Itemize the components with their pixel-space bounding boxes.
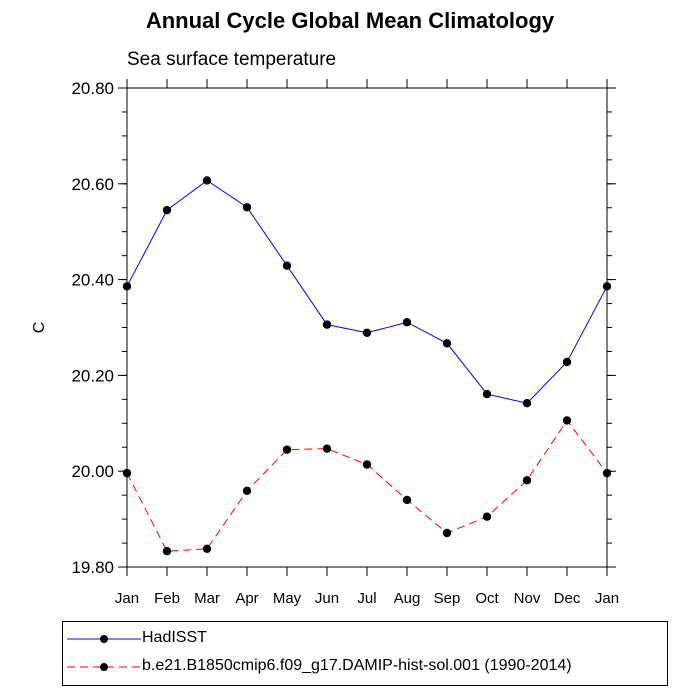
series-0-point [362,328,372,337]
legend: HadISST b.e21.B1850cmip6.f09_g17.DAMIP-h… [62,621,668,686]
series-1-point [122,468,132,478]
series-1-point [362,460,372,469]
x-tick-label: May [273,590,302,607]
x-tick-label: Mar [194,590,220,607]
series-1-point [322,444,332,453]
y-tick-label: 20.20 [71,366,114,385]
x-tick-label: Oct [475,590,499,607]
y-tick-label: 20.00 [71,462,114,481]
x-tick-label: Apr [235,590,258,607]
x-tick-label: Aug [394,590,421,607]
chart-subtitle: Sea surface temperature [127,49,337,70]
legend-label-model: b.e21.B1850cmip6.f09_g17.DAMIP-hist-sol.… [142,657,572,674]
legend-item-hadisst: HadISST [63,626,667,652]
x-tick-label: Jul [357,590,376,607]
x-tick-label: Sep [434,590,461,607]
series-1-point [162,546,172,556]
x-tick-label: Jun [315,590,339,607]
line-chart: 19.80 20.00 20.20 20.40 20.60 20.80 Jan Feb Mar A… [31,79,619,607]
series-line-1 [126,419,608,552]
series-0-point [282,261,292,270]
x-tick-label: Nov [514,590,541,607]
y-tick-label: 20.80 [71,79,114,98]
series-line-0 [126,179,608,404]
series-0-point [402,318,412,327]
legend-swatch-model [67,663,141,671]
series-0-point [482,389,492,399]
series-1-point [562,416,572,425]
series-0-point [202,176,212,185]
series-1-point [242,486,252,496]
series-1-point [402,495,412,505]
series-0-point [322,320,332,329]
legend-item-model: b.e21.B1850cmip6.f09_g17.DAMIP-hist-sol.… [63,654,667,680]
y-tick-label: 20.40 [71,271,114,290]
series-0-point [442,339,452,348]
series-0-point [522,398,532,408]
series-1-point [522,476,532,485]
y-tick-label: 19.80 [71,558,114,577]
x-tick-label: Jan [595,590,619,607]
x-tick-label: Feb [154,590,180,607]
y-axis-label: C [31,322,48,334]
x-tick-label: Dec [554,590,581,607]
series-0-point [242,203,252,212]
series-0-point [122,282,132,291]
series-1-point [442,528,452,538]
y-tick-label: 20.60 [71,175,114,194]
series-0-point [602,282,612,291]
chart-title: Annual Cycle Global Mean Climatology [145,8,555,33]
series-1-point [482,512,492,521]
series-0-point [162,205,172,215]
series-1-point [282,445,292,454]
series-0-point [562,357,572,367]
legend-swatch-hadisst [67,635,141,643]
series-1-point [202,544,212,553]
legend-label-hadisst: HadISST [142,629,207,646]
x-tick-label: Jan [115,590,139,607]
series-1-point [602,468,612,478]
plot-frame [126,87,608,568]
